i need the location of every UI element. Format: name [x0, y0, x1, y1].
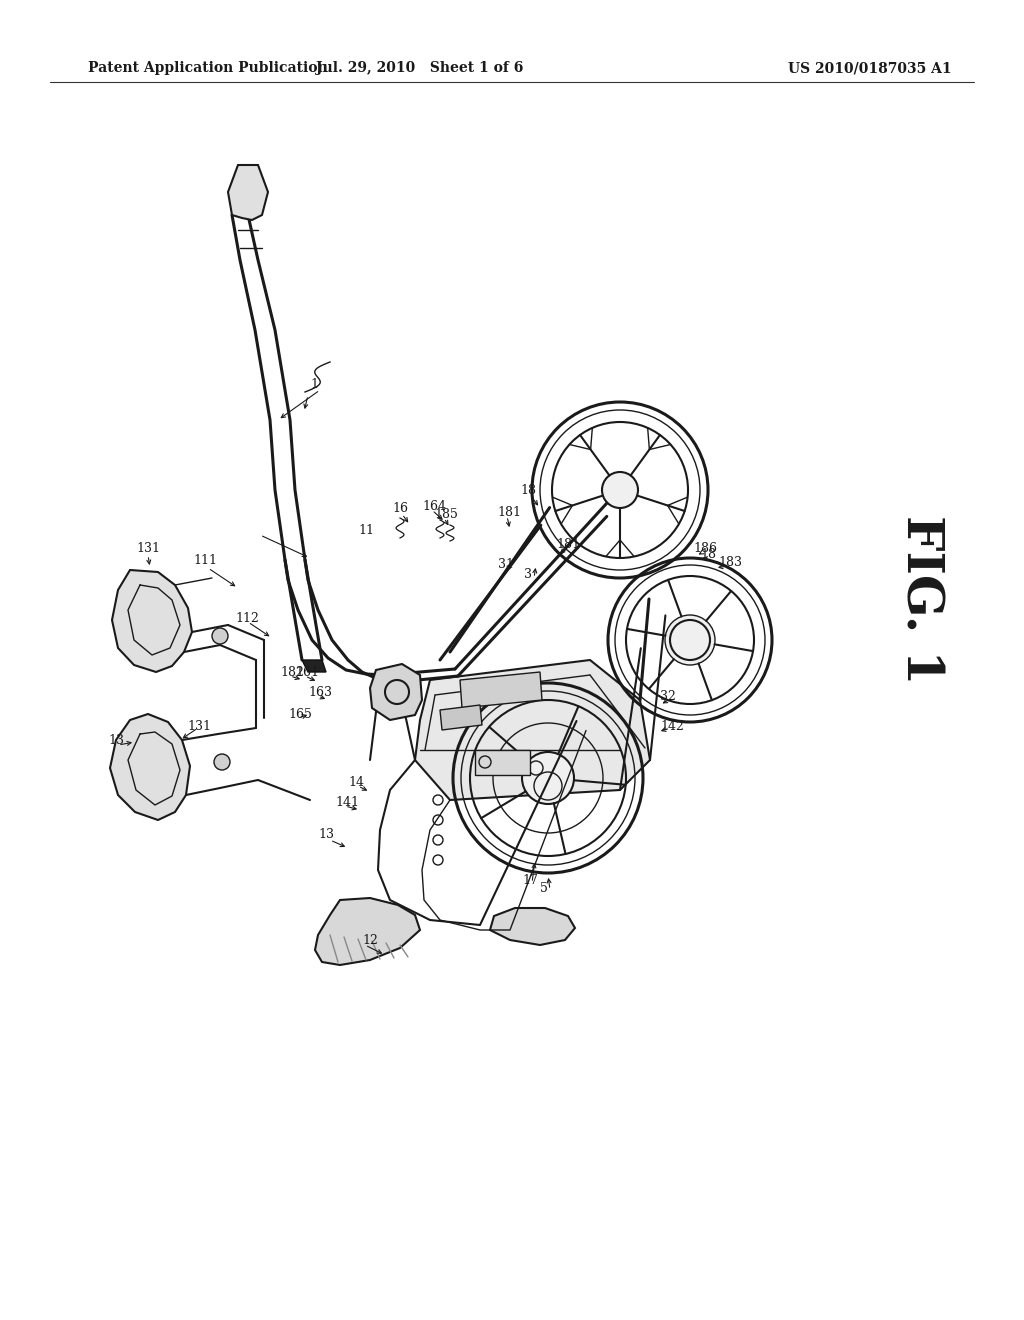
- Text: FIG. 1: FIG. 1: [896, 515, 944, 685]
- Text: 17: 17: [522, 874, 538, 887]
- Text: 18: 18: [520, 483, 536, 496]
- Polygon shape: [315, 898, 420, 965]
- Text: 11: 11: [358, 524, 374, 536]
- Text: US 2010/0187035 A1: US 2010/0187035 A1: [788, 61, 952, 75]
- Text: 3: 3: [524, 568, 532, 581]
- Circle shape: [665, 615, 715, 665]
- Polygon shape: [490, 908, 575, 945]
- Text: 165: 165: [288, 709, 312, 722]
- Text: 131: 131: [136, 541, 160, 554]
- Text: 31: 31: [498, 557, 514, 570]
- Text: 161: 161: [295, 665, 319, 678]
- Circle shape: [212, 628, 228, 644]
- Text: 111: 111: [193, 553, 217, 566]
- Text: Jul. 29, 2010   Sheet 1 of 6: Jul. 29, 2010 Sheet 1 of 6: [316, 61, 523, 75]
- Polygon shape: [475, 750, 530, 775]
- Circle shape: [602, 473, 638, 508]
- Text: 142: 142: [660, 719, 684, 733]
- Text: 12: 12: [362, 933, 378, 946]
- Polygon shape: [110, 714, 190, 820]
- Circle shape: [670, 620, 710, 660]
- Text: 5: 5: [540, 882, 548, 895]
- Polygon shape: [370, 664, 422, 719]
- Text: 16: 16: [392, 502, 408, 515]
- Polygon shape: [440, 705, 482, 730]
- Text: Patent Application Publication: Patent Application Publication: [88, 61, 328, 75]
- Text: 1: 1: [310, 379, 318, 392]
- Polygon shape: [460, 672, 542, 708]
- Circle shape: [214, 754, 230, 770]
- Text: 112: 112: [234, 611, 259, 624]
- Circle shape: [522, 752, 574, 804]
- Text: 141: 141: [335, 796, 359, 808]
- Text: 181: 181: [556, 537, 580, 550]
- Text: 14: 14: [348, 776, 364, 788]
- Text: 163: 163: [308, 685, 332, 698]
- Polygon shape: [228, 165, 268, 220]
- Polygon shape: [415, 660, 650, 800]
- Polygon shape: [302, 660, 326, 672]
- Text: 185: 185: [434, 507, 458, 520]
- Text: 182: 182: [280, 665, 304, 678]
- Text: 13: 13: [318, 829, 334, 842]
- Text: 32: 32: [660, 689, 676, 702]
- Text: 181: 181: [497, 506, 521, 519]
- Text: 186: 186: [693, 541, 717, 554]
- Text: 183: 183: [718, 556, 742, 569]
- Text: 13: 13: [108, 734, 124, 747]
- Text: 131: 131: [187, 719, 211, 733]
- Polygon shape: [112, 570, 193, 672]
- Text: 18: 18: [700, 548, 716, 561]
- Text: 164: 164: [422, 499, 446, 512]
